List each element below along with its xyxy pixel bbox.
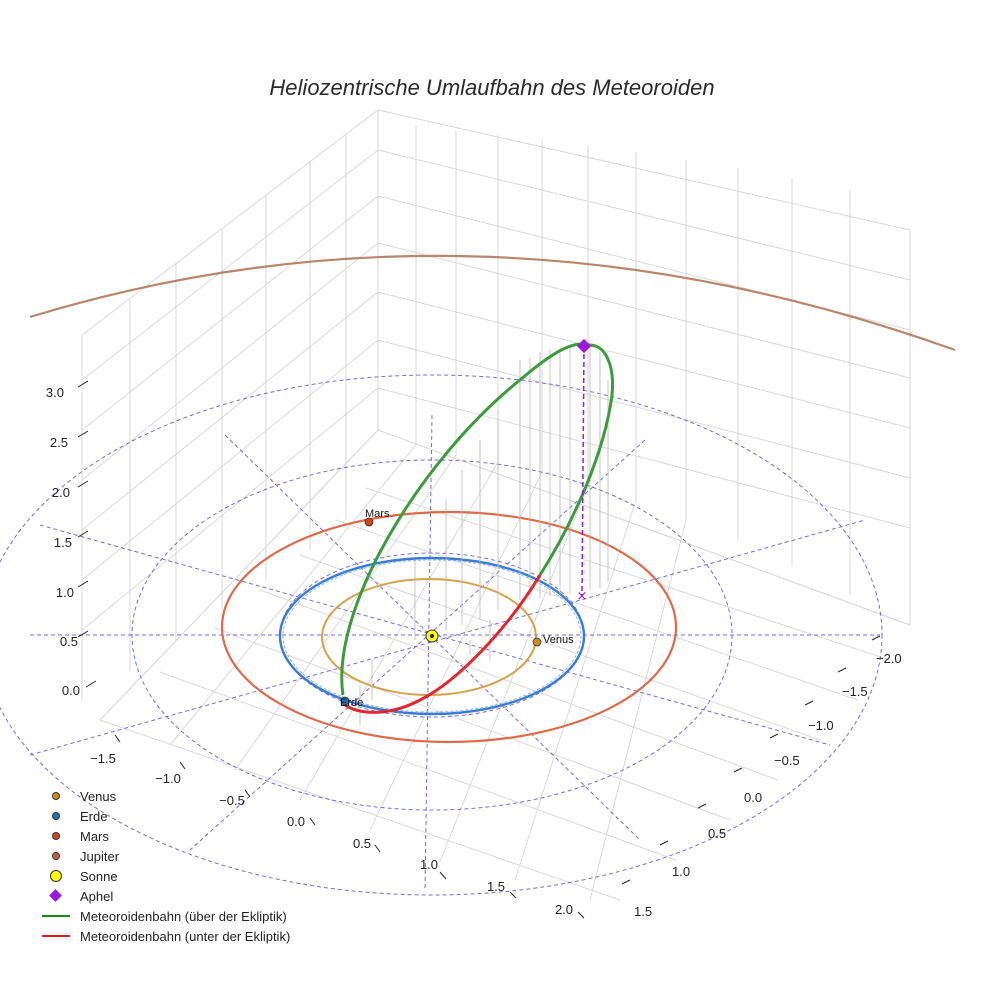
legend-item-erde: Erde	[40, 806, 290, 826]
legend-item-orbit-below: Meteoroidenbahn (unter der Ekliptik)	[40, 926, 290, 946]
legend-item-aphel: Aphel	[40, 886, 290, 906]
green-line-legend-icon	[42, 915, 70, 917]
earth-orbit	[278, 556, 586, 716]
earth-label: Erde	[340, 697, 363, 709]
z-tick-label: 2.0	[52, 485, 70, 500]
legend-label: Meteoroidenbahn (unter der Ekliptik)	[80, 928, 291, 944]
aphel-drop-line	[581, 345, 585, 596]
y-tick-label: 1.5	[634, 904, 652, 919]
chart-title: Heliozentrische Umlaufbahn des Meteoroid…	[269, 75, 714, 100]
y-axis: −2.0 −1.5 −1.0 −0.5 0.0 0.5 1.0 1.5	[621, 635, 902, 919]
legend-label: Mars	[80, 828, 109, 844]
legend-label: Venus	[80, 788, 117, 804]
y-tick-label: −1.5	[842, 684, 868, 699]
jupiter-legend-icon	[52, 852, 60, 860]
z-tick-label: 2.5	[50, 435, 68, 450]
x-tick-label: 0.0	[287, 814, 305, 829]
red-line-legend-icon	[42, 935, 70, 937]
mars-orbit	[220, 510, 678, 744]
legend-label: Aphel	[80, 888, 114, 904]
x-axis: −1.5 −1.0 −0.5 0.0 0.5 1.0 1.5 2.0	[90, 734, 585, 919]
x-tick-label: −1.0	[155, 771, 181, 786]
z-tick-label: 0.5	[60, 634, 78, 649]
y-tick-label: 0.0	[744, 790, 762, 805]
legend-item-orbit-above: Meteoroidenbahn (über der Ekliptik)	[40, 906, 290, 926]
sun-legend-icon	[50, 870, 62, 882]
legend-label: Jupiter	[80, 848, 120, 864]
y-tick-label: 1.0	[672, 864, 690, 879]
mars-legend-icon	[52, 832, 60, 840]
earth-orbit-dash	[282, 559, 582, 713]
diamond-legend-icon	[49, 889, 62, 902]
z-tick-label: 3.0	[46, 385, 64, 400]
earth-legend-icon	[52, 812, 60, 820]
z-tick-label: 1.5	[54, 535, 72, 550]
x-tick-label: 2.0	[555, 902, 573, 917]
mars-label: Mars	[365, 508, 390, 520]
y-tick-label: −1.0	[808, 718, 834, 733]
z-axis: 3.0 2.5 2.0 1.5 1.0 0.5 0.0	[46, 380, 97, 698]
legend-label: Sonne	[80, 868, 118, 884]
aphel-marker	[576, 338, 592, 354]
aphel-projection-marker: ×	[577, 589, 588, 604]
x-tick-label: −1.5	[90, 751, 116, 766]
box-grid	[81, 109, 911, 901]
venus-marker	[532, 637, 542, 647]
z-tick-label: 0.0	[62, 683, 80, 698]
x-tick-label: 0.5	[353, 836, 371, 851]
sun-core	[430, 634, 434, 638]
legend-label: Meteoroidenbahn (über der Ekliptik)	[80, 908, 287, 924]
legend-item-venus: Venus	[40, 786, 290, 806]
legend-item-sonne: Sonne	[40, 866, 290, 886]
legend-item-jupiter: Jupiter	[40, 846, 290, 866]
y-tick-label: 0.5	[708, 826, 726, 841]
legend-label: Erde	[80, 808, 108, 824]
venus-legend-icon	[52, 792, 60, 800]
y-tick-label: −0.5	[774, 753, 800, 768]
x-tick-label: −0.5	[219, 793, 245, 808]
meteoroid-orbit-below	[344, 574, 542, 714]
x-tick-label: 1.5	[487, 879, 505, 894]
x-tick-label: 1.0	[420, 857, 438, 872]
earth-marker	[340, 696, 350, 706]
legend: Venus Erde Mars Jupiter Sonne Aphel Mete…	[40, 786, 290, 946]
mars-marker	[364, 517, 374, 527]
y-tick-label: −2.0	[876, 651, 902, 666]
z-tick-label: 1.0	[56, 585, 74, 600]
venus-label: Venus	[543, 634, 574, 646]
legend-item-mars: Mars	[40, 826, 290, 846]
jupiter-orbit	[29, 254, 956, 352]
